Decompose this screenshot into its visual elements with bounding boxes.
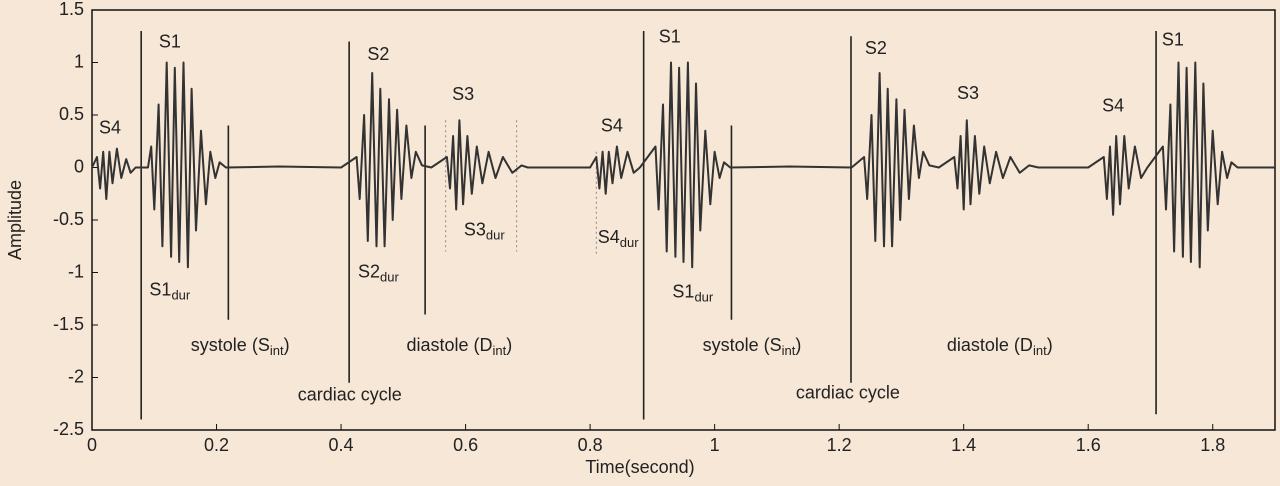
- annotation: S1: [1162, 29, 1184, 49]
- y-tick-label: 1: [74, 51, 84, 71]
- y-tick-label: -1.5: [53, 314, 84, 334]
- y-tick-label: 0.5: [59, 104, 84, 124]
- annotation: S2dur: [358, 261, 399, 285]
- x-tick-label: 0.4: [329, 435, 354, 455]
- x-tick-label: 0.2: [204, 435, 229, 455]
- y-tick-label: -2: [68, 366, 84, 386]
- annotation-part: S4: [99, 117, 121, 137]
- annotation-part: dur: [380, 270, 399, 285]
- annotation-part: S4: [598, 227, 620, 247]
- annotation: diastole (Dint): [947, 335, 1053, 359]
- x-tick-label: 0.6: [453, 435, 478, 455]
- annotation: S3dur: [464, 219, 505, 243]
- annotation-part: int: [782, 343, 796, 358]
- annotation-part: systole (S: [191, 335, 270, 355]
- annotation-part: S1: [659, 26, 681, 46]
- y-tick-label: -0.5: [53, 209, 84, 229]
- x-tick-label: 1.4: [951, 435, 976, 455]
- y-axis-label: Amplitude: [5, 180, 25, 260]
- annotation-part: S1: [1162, 29, 1184, 49]
- annotation-part: int: [1033, 343, 1047, 358]
- y-tick-label: 0: [74, 156, 84, 176]
- annotation: S3: [452, 84, 474, 104]
- annotation-part: dur: [486, 228, 505, 243]
- annotation: S2: [865, 38, 887, 58]
- annotation: S3: [957, 83, 979, 103]
- annotation-part: dur: [620, 235, 639, 250]
- annotation-part: S2: [358, 261, 380, 281]
- annotation: cardiac cycle: [796, 382, 900, 402]
- x-tick-label: 1.6: [1076, 435, 1101, 455]
- annotation: cardiac cycle: [298, 384, 402, 404]
- annotation-part: diastole (D: [947, 335, 1033, 355]
- annotation-part: S1: [672, 281, 694, 301]
- annotation-part: S1: [159, 31, 181, 51]
- annotation-part: ): [284, 335, 290, 355]
- annotation-part: S3: [957, 83, 979, 103]
- annotation-part: S1: [149, 279, 171, 299]
- waveform: [91, 61, 1275, 269]
- annotation-part: S3: [464, 219, 486, 239]
- annotation: S4: [1102, 95, 1124, 115]
- x-tick-label: 0.8: [578, 435, 603, 455]
- x-tick-label: 1.8: [1200, 435, 1225, 455]
- annotation-part: S2: [367, 44, 389, 64]
- annotation-part: int: [270, 343, 284, 358]
- x-axis-label: Time(second): [585, 457, 694, 477]
- annotation: S4: [601, 115, 623, 135]
- annotation: S4dur: [598, 227, 639, 251]
- annotation: S4: [99, 117, 121, 137]
- annotation-part: diastole (D: [406, 335, 492, 355]
- annotation-part: ): [1047, 335, 1053, 355]
- annotation: S1dur: [672, 281, 713, 305]
- x-tick-label: 0: [87, 435, 97, 455]
- annotation: S2: [367, 44, 389, 64]
- y-tick-label: -2.5: [53, 419, 84, 439]
- y-tick-label: -1: [68, 261, 84, 281]
- annotation-part: int: [493, 343, 507, 358]
- annotation-part: dur: [694, 290, 713, 305]
- annotation-part: S3: [452, 84, 474, 104]
- y-tick-label: 1.5: [59, 0, 84, 19]
- annotation: systole (Sint): [191, 335, 290, 359]
- annotation-part: ): [795, 335, 801, 355]
- annotation-part: S4: [601, 115, 623, 135]
- annotation-part: cardiac cycle: [298, 384, 402, 404]
- annotation: systole (Sint): [703, 335, 802, 359]
- x-tick-label: 1: [710, 435, 720, 455]
- annotation-part: S2: [865, 38, 887, 58]
- annotation-part: dur: [171, 288, 190, 303]
- x-tick-label: 1.2: [827, 435, 852, 455]
- annotation: S1: [159, 31, 181, 51]
- annotation-part: cardiac cycle: [796, 382, 900, 402]
- annotation-part: systole (S: [703, 335, 782, 355]
- annotation: S1: [659, 26, 681, 46]
- annotation: S1dur: [149, 279, 190, 303]
- annotation-part: ): [506, 335, 512, 355]
- annotation-part: S4: [1102, 95, 1124, 115]
- annotation: diastole (Dint): [406, 335, 512, 359]
